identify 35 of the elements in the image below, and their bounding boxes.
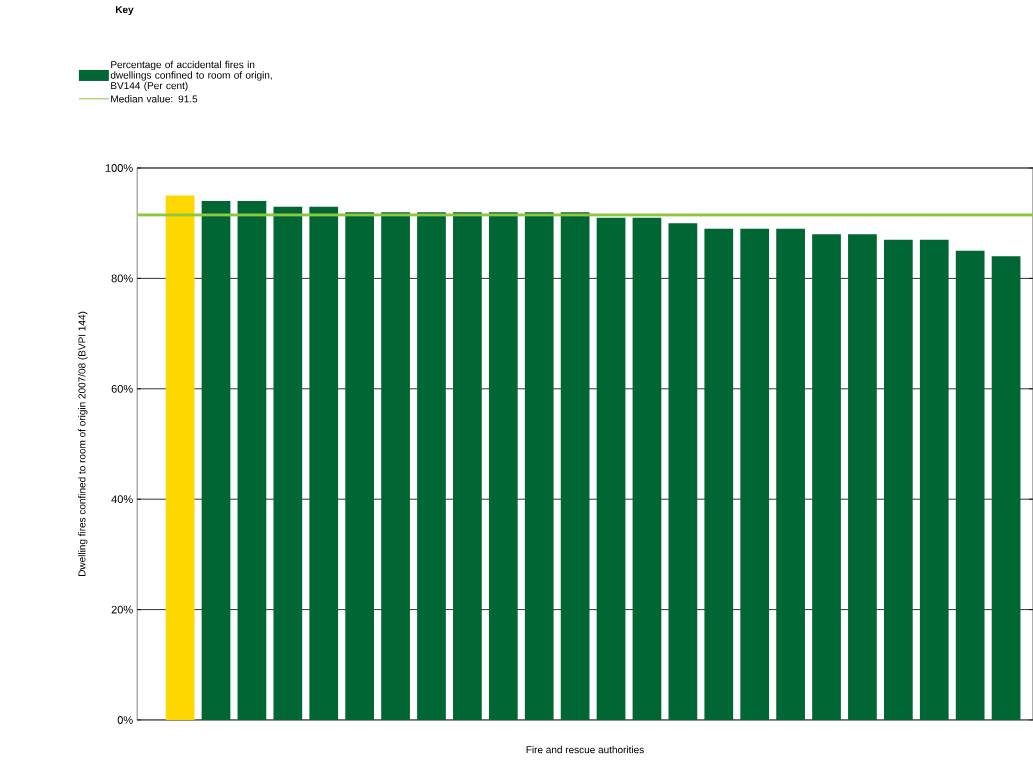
- bar: [524, 212, 554, 720]
- bar: [919, 239, 949, 720]
- y-tick-label: 0%: [117, 716, 133, 724]
- x-axis-title: Fire and rescue authorities: [526, 745, 644, 754]
- bar: [632, 217, 662, 720]
- bar: [560, 212, 590, 720]
- bar: [273, 206, 303, 720]
- legend-title: Key: [115, 6, 134, 16]
- bar: [883, 239, 913, 720]
- bar: [417, 212, 446, 720]
- bar: [776, 228, 805, 720]
- bar: [991, 256, 1021, 720]
- bar: [668, 223, 698, 720]
- bar: [237, 201, 267, 720]
- y-tick-label: 40%: [111, 495, 133, 504]
- bar: [345, 212, 375, 720]
- legend-label: Percentage of accidental fires in dwellings confined to room of origin, BV144 (Per cent): [110, 60, 272, 92]
- y-tick-label: 100%: [105, 164, 133, 172]
- bar: [955, 250, 985, 720]
- bar: [704, 228, 734, 720]
- bar: [488, 212, 518, 720]
- y-tick-label: 60%: [111, 384, 133, 393]
- y-tick-label: 20%: [111, 605, 133, 614]
- bar: [381, 212, 410, 720]
- bar: [201, 201, 231, 720]
- y-axis-title: Dwelling fires confined to room of origin 2007/08 (BVPI 144): [78, 311, 88, 577]
- bar: [165, 195, 195, 720]
- bar: [812, 234, 841, 720]
- bar: [596, 217, 626, 720]
- bar: [740, 228, 770, 720]
- legend-label: Median value: 91.5: [111, 95, 198, 103]
- bar: [848, 234, 877, 720]
- y-tick-label: 80%: [111, 274, 133, 283]
- bar: [309, 206, 339, 720]
- bar: [453, 212, 482, 720]
